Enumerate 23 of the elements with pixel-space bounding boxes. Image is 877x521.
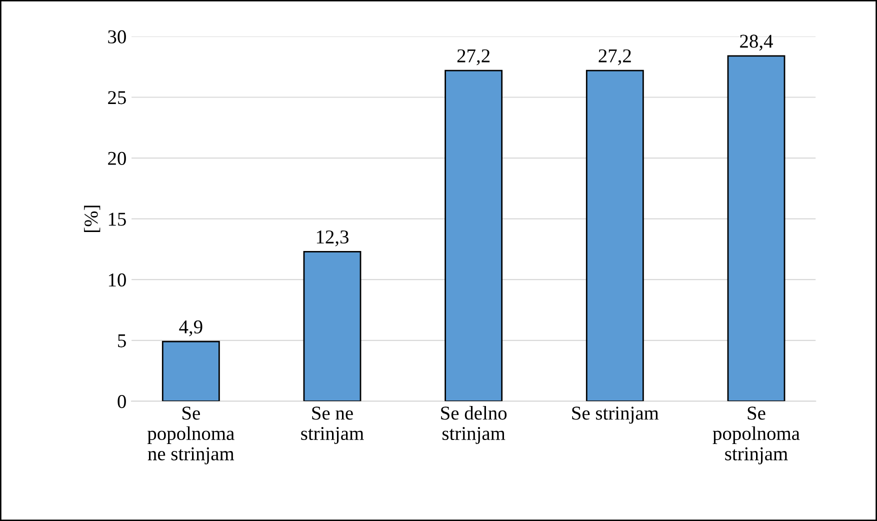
- y-tick-label: 20: [108, 152, 126, 165]
- data-label: 27,2: [457, 49, 490, 66]
- y-axis-title: [%]: [84, 206, 100, 232]
- y-tick-label: 30: [108, 30, 126, 44]
- bar: [162, 340, 220, 402]
- bar: [727, 55, 786, 402]
- y-tick-label: 10: [108, 273, 126, 287]
- data-label: 4,9: [179, 320, 202, 336]
- y-tick-label: 5: [118, 334, 126, 348]
- x-tick-label: Se popolnoma ne strinjam: [147, 406, 234, 464]
- bar: [303, 250, 362, 402]
- data-label: 27,2: [598, 49, 631, 66]
- y-tick-label: 15: [108, 212, 126, 226]
- bar: [444, 70, 503, 402]
- x-tick-label: Se delno strinjam: [441, 406, 507, 444]
- y-tick-label: 0: [118, 394, 126, 408]
- data-label: 12,3: [316, 230, 348, 246]
- x-tick-label: Se ne strinjam: [301, 406, 364, 444]
- x-tick-label: Se popolnoma strinjam: [712, 406, 800, 464]
- data-label: 28,4: [740, 34, 773, 51]
- y-tick-label: 25: [108, 91, 126, 104]
- bar: [586, 70, 644, 402]
- x-tick-label: Se strinjam: [572, 406, 659, 424]
